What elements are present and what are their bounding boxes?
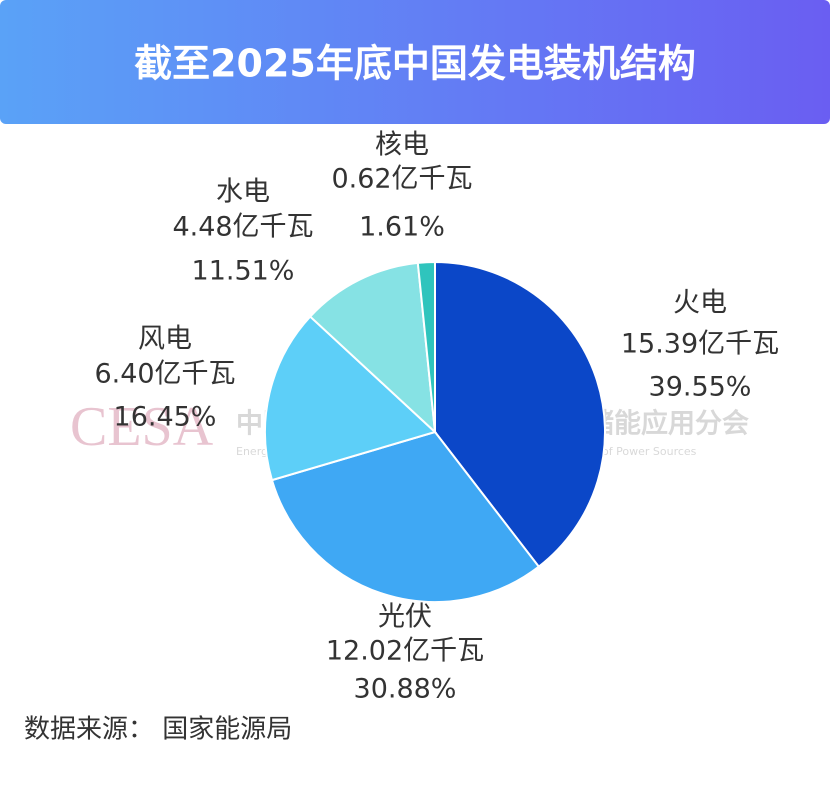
- percent-label: 39.55%: [649, 372, 752, 403]
- percent-label: 30.88%: [354, 674, 457, 705]
- slice-name: 水电: [216, 177, 270, 208]
- source-note: 数据来源： 国家能源局: [24, 715, 292, 745]
- pie: [264, 260, 606, 603]
- capacity-label: 4.48亿千瓦: [172, 212, 313, 243]
- pie-slice: [264, 315, 437, 482]
- slice-name: 核电: [375, 130, 429, 161]
- title-banner: [0, 0, 830, 124]
- pie-slice: [270, 430, 541, 603]
- capacity-label: 12.02亿千瓦: [326, 636, 484, 667]
- percent-label: 1.61%: [359, 212, 445, 243]
- slice-name: 光伏: [378, 602, 432, 633]
- percent-label: 11.51%: [192, 256, 295, 287]
- chart-title: 截至2025年底中国发电装机结构: [134, 42, 696, 86]
- percent-label: 16.45%: [114, 402, 217, 433]
- watermark-logo: CESA: [70, 396, 214, 458]
- pie-slice: [416, 260, 436, 433]
- pie-slice: [434, 260, 606, 569]
- capacity-label: 15.39亿千瓦: [621, 329, 779, 360]
- slice-name: 火电: [673, 288, 727, 319]
- capacity-label: 6.40亿千瓦: [94, 359, 235, 390]
- capacity-label: 0.62亿千瓦: [331, 164, 472, 195]
- pie-slice: [308, 261, 437, 435]
- slice-name: 风电: [138, 324, 192, 355]
